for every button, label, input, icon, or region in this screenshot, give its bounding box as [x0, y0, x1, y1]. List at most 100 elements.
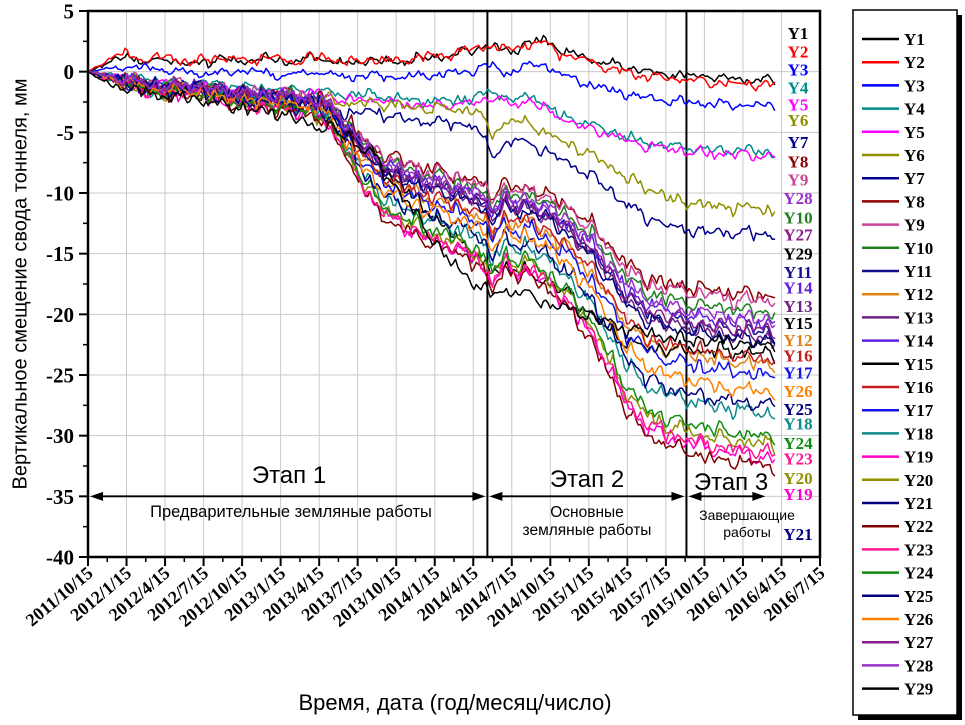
legend-label-Y6: Y6: [904, 146, 925, 165]
plot-series-label-Y14: Y14: [783, 279, 813, 298]
y-tick-label: -15: [46, 242, 74, 266]
y-tick-label: -10: [46, 182, 74, 206]
legend-label-Y21: Y21: [904, 494, 933, 513]
stage3-description-line1: Завершающие: [699, 507, 795, 523]
stage2-description-line2: земляные работы: [522, 521, 652, 539]
legend-label-Y29: Y29: [904, 680, 933, 699]
stage2-arrowhead-right: [671, 491, 685, 501]
stage1-arrowhead-left: [90, 491, 103, 501]
legend-label-Y28: Y28: [904, 656, 933, 675]
series-line-Y25: [87, 70, 776, 412]
legend-label-Y18: Y18: [904, 424, 933, 443]
series-line-Y28: [87, 70, 776, 329]
legend-label-Y22: Y22: [904, 517, 933, 536]
legend-label-Y7: Y7: [904, 169, 925, 188]
plot-series-label-Y25: Y25: [783, 400, 812, 419]
legend-label-Y19: Y19: [904, 448, 933, 467]
y-axis-title: Вертикальное смещение свода тоннеля, мм: [9, 78, 32, 490]
plot-series-label-Y28: Y28: [783, 189, 812, 208]
y-tick-label: -25: [46, 364, 74, 388]
plot-series-label-Y9: Y9: [788, 171, 809, 190]
stage2-description: Основные земляные работы: [523, 504, 652, 539]
series-line-Y27: [87, 70, 776, 340]
series-line-Y3: [87, 60, 776, 111]
legend-label-Y23: Y23: [904, 540, 933, 559]
stage1-label: Этап 1: [251, 462, 327, 489]
y-tick-label: 0: [64, 60, 75, 84]
plot-series-label-Y16: Y16: [783, 347, 812, 366]
plot-series-label-Y11: Y11: [784, 263, 812, 282]
legend-label-Y8: Y8: [904, 192, 925, 211]
plot-series-label-Y8: Y8: [788, 152, 809, 171]
series-line-Y26: [87, 70, 776, 401]
y-tick-label: -5: [57, 121, 75, 145]
stage3-description-line2: работы: [723, 523, 771, 540]
plot-series-label-Y7: Y7: [788, 133, 809, 152]
legend-label-Y5: Y5: [904, 123, 925, 142]
plot-series-label-Y21: Y21: [783, 525, 812, 544]
series-line-Y23: [87, 70, 776, 460]
stage1-description-line1: Предварительные земляные работы: [150, 503, 432, 521]
legend-label-Y11: Y11: [904, 262, 932, 281]
legend-label-Y2: Y2: [904, 53, 925, 72]
y-tick-label: -30: [46, 424, 74, 448]
series-line-Y2: [87, 40, 776, 92]
plot-series-label-Y5: Y5: [788, 95, 809, 114]
legend-label-Y1: Y1: [904, 30, 925, 49]
legend-label-Y3: Y3: [904, 76, 925, 95]
legend-label-Y25: Y25: [904, 587, 933, 606]
stage3-label: Этап 3: [693, 469, 769, 496]
legend-label-Y27: Y27: [904, 633, 934, 652]
series-line-Y4: [87, 70, 776, 159]
stage3-arrowhead-right: [752, 491, 766, 501]
y-tick-label: 5: [64, 0, 75, 24]
legend-label-Y4: Y4: [904, 100, 925, 119]
legend-label-Y17: Y17: [904, 401, 934, 420]
series-line-Y17: [87, 70, 776, 381]
plot-series-label-Y10: Y10: [783, 208, 812, 227]
series-line-Y19: [87, 70, 776, 465]
legend-label-Y16: Y16: [904, 378, 933, 397]
legend-label-Y10: Y10: [904, 239, 933, 258]
plot-series-label-Y23: Y23: [783, 450, 812, 469]
series-line-Y1: [87, 34, 776, 86]
series-line-Y24: [87, 70, 776, 446]
plot-series-label-Y27: Y27: [783, 225, 813, 244]
plot-series-label-Y24: Y24: [783, 434, 813, 453]
plot-series-label-Y20: Y20: [783, 469, 812, 488]
legend-box: [852, 9, 958, 716]
stage2-arrowhead-left: [489, 491, 503, 501]
legend-label-Y20: Y20: [904, 471, 933, 490]
plot-series-label-Y19: Y19: [783, 485, 812, 504]
y-tick-label: -20: [46, 303, 74, 327]
plot-series-label-Y17: Y17: [783, 364, 813, 383]
plot-series-label-Y15: Y15: [783, 314, 812, 333]
series-line-Y20: [87, 70, 776, 455]
stage2-label: Этап 2: [549, 466, 625, 493]
plot-series-label-Y12: Y12: [783, 331, 812, 350]
stage1-description: Предварительные земляные работы: [150, 503, 432, 521]
stage1-arrowhead-right: [472, 491, 486, 501]
legend-label-Y13: Y13: [904, 308, 933, 327]
legend-label-Y12: Y12: [904, 285, 933, 304]
series-line-Y12: [87, 70, 776, 374]
plot-series-label-Y3: Y3: [788, 61, 809, 80]
y-tick-label: -40: [46, 546, 74, 570]
stage3-description: Завершающие работы: [699, 507, 795, 540]
legend-label-Y24: Y24: [904, 564, 934, 583]
y-tick-label: -35: [46, 485, 74, 509]
legend-label-Y14: Y14: [904, 332, 934, 351]
plot-series-label-Y4: Y4: [788, 79, 809, 98]
legend-label-Y15: Y15: [904, 355, 933, 374]
series-line-Y29: [87, 70, 776, 353]
plot-series-label-Y29: Y29: [783, 245, 812, 264]
x-axis-title: Время, дата (год/месяц/число): [298, 690, 612, 715]
plot-series-label-Y26: Y26: [783, 382, 812, 401]
legend-label-Y9: Y9: [904, 216, 925, 235]
stage3-arrowhead-left: [688, 491, 702, 501]
stage2-description-line1: Основные: [550, 504, 624, 521]
plot-series-label-Y6: Y6: [788, 111, 809, 130]
legend-label-Y26: Y26: [904, 610, 933, 629]
